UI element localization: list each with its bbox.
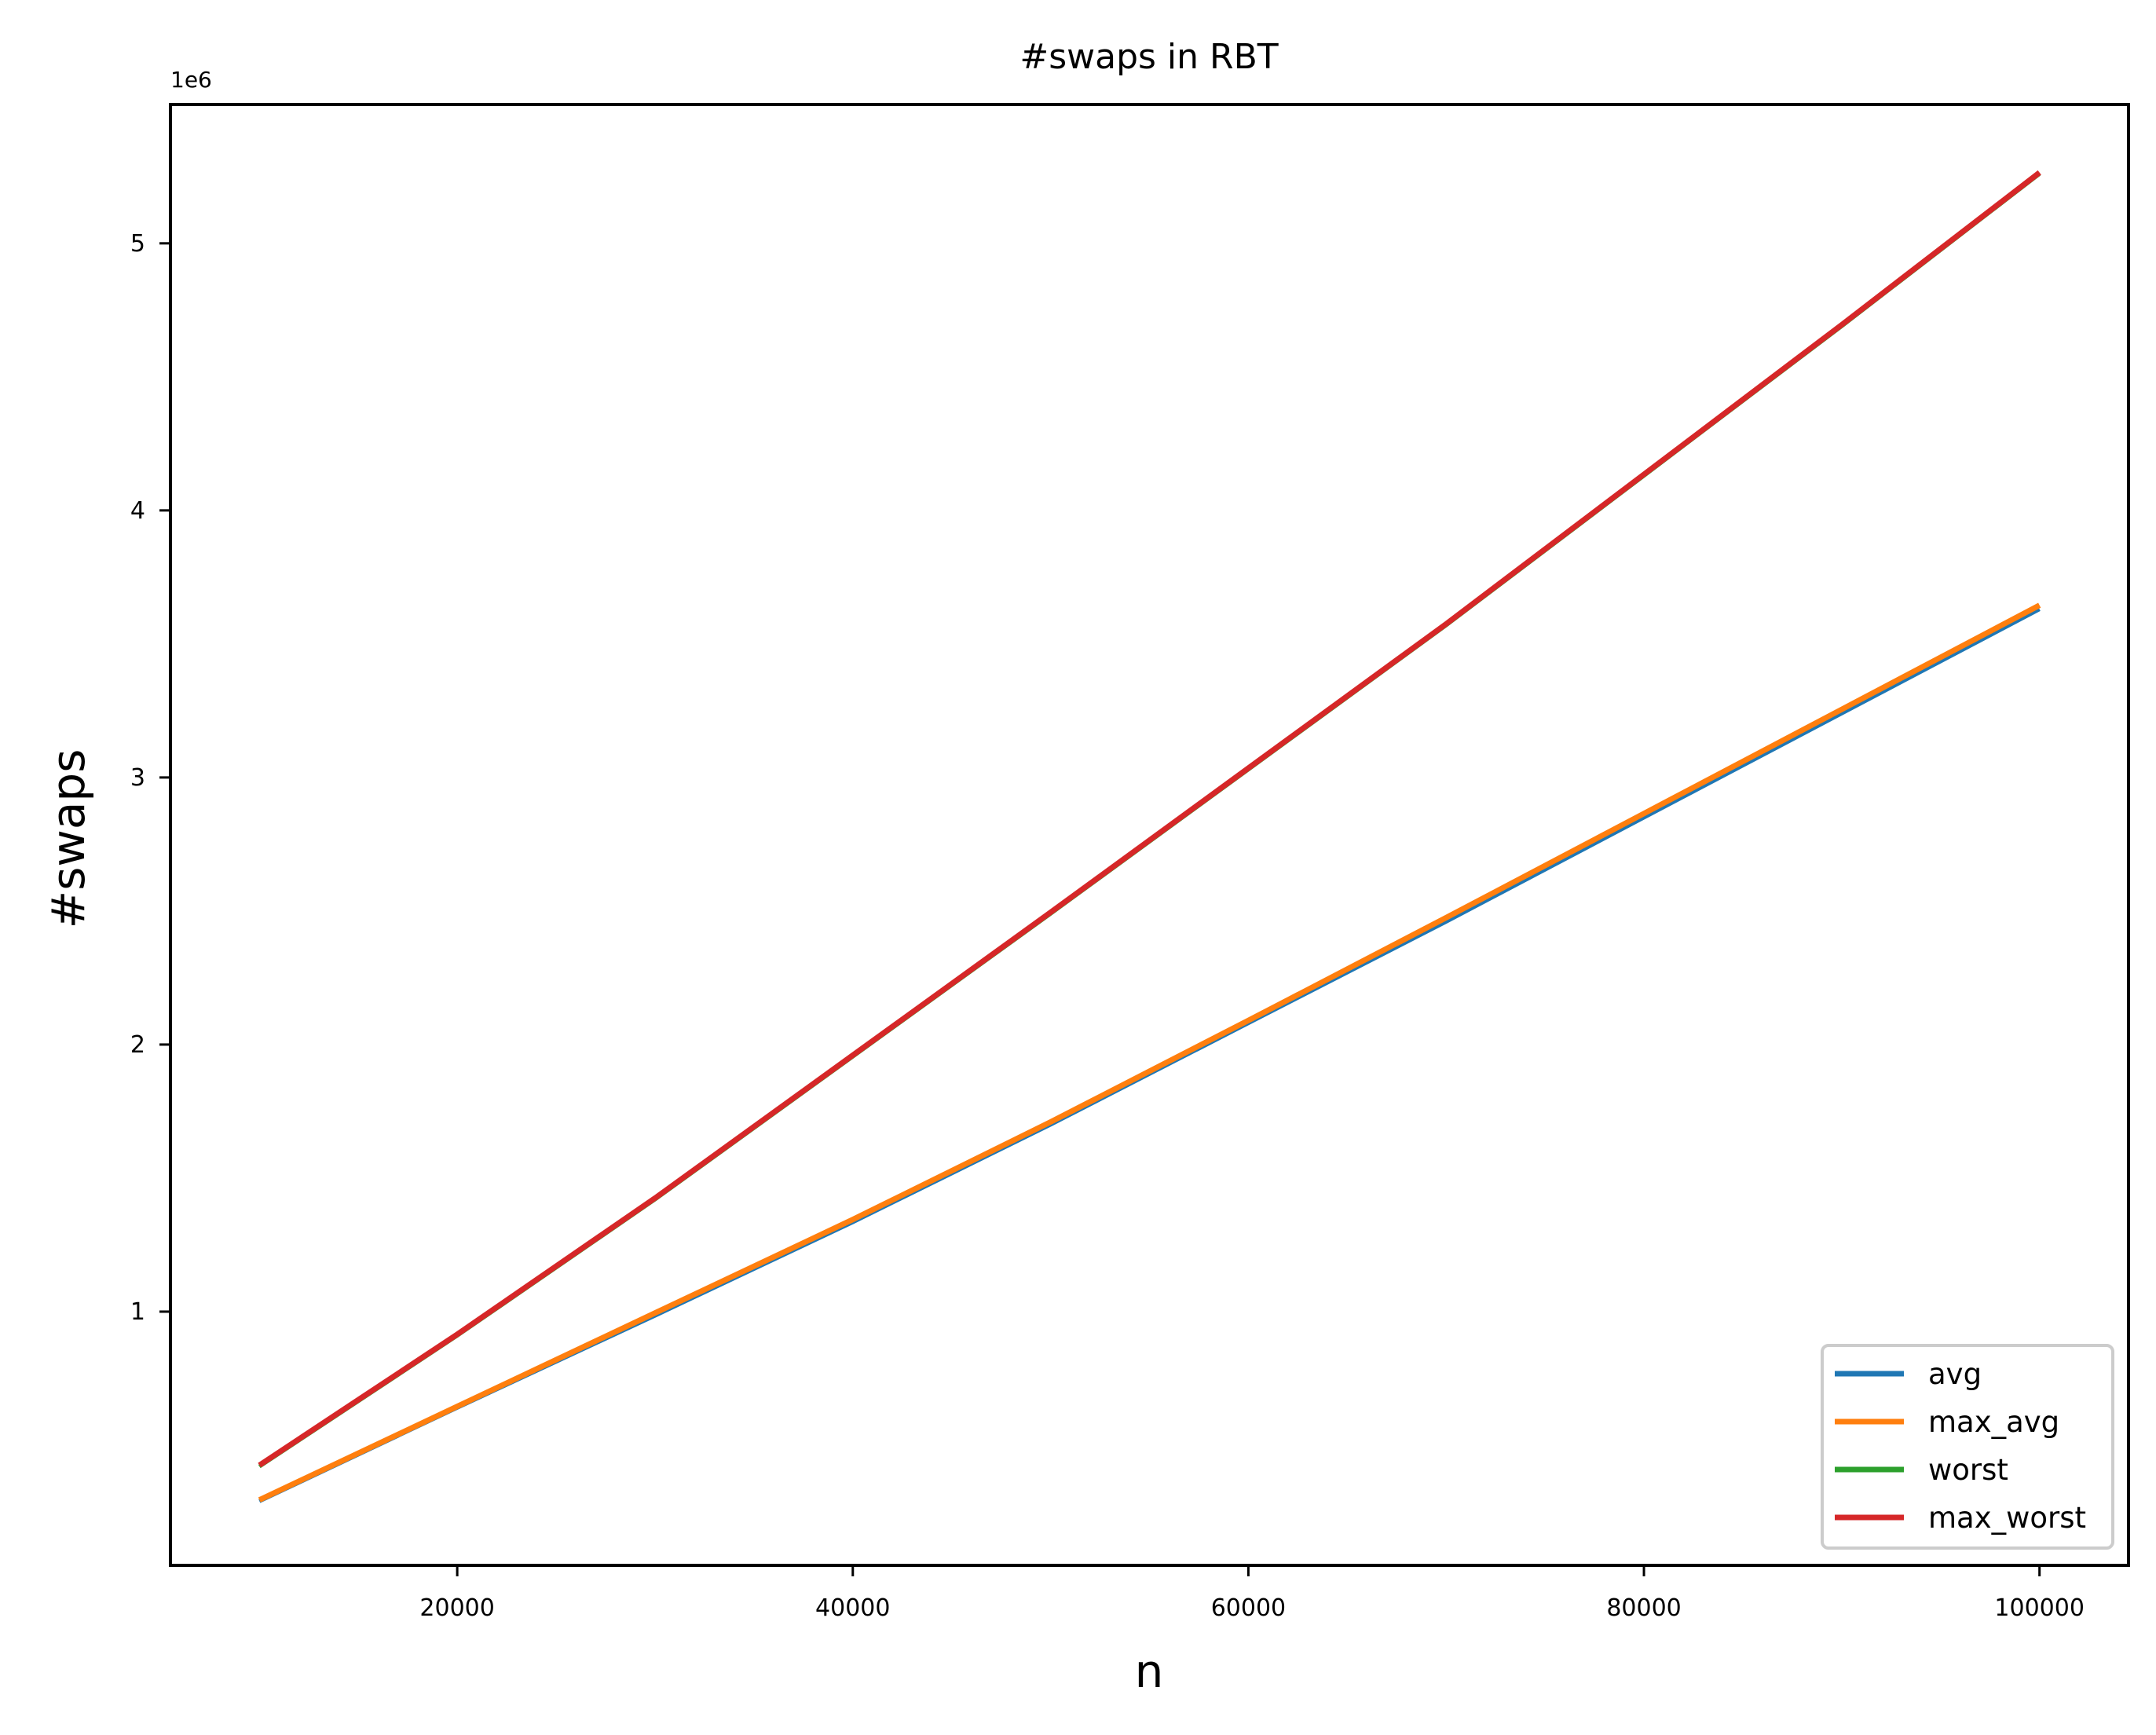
legend-label-avg: avg <box>1928 1357 1982 1391</box>
x-tick-label: 20000 <box>419 1594 494 1622</box>
y-axis-label: #swaps <box>42 749 95 929</box>
legend-box <box>1821 1344 2114 1550</box>
x-tick-label: 60000 <box>1211 1594 1286 1622</box>
x-tick-label: 40000 <box>815 1594 890 1622</box>
y-tick-label: 4 <box>130 497 145 525</box>
series-lines <box>258 170 2041 1503</box>
x-tick-label: 80000 <box>1606 1594 1681 1622</box>
y-tick-label: 5 <box>130 230 145 258</box>
series-line-max_worst <box>258 170 2041 1468</box>
legend-label-worst: worst <box>1928 1453 2008 1487</box>
x-tick-label: 100000 <box>1994 1594 2085 1622</box>
y-tick-label: 2 <box>130 1031 145 1059</box>
series-line-max_avg <box>258 602 2041 1503</box>
y-offset-label: 1e6 <box>170 67 212 93</box>
y-tick-label: 3 <box>130 764 145 792</box>
plot-frame <box>169 103 2130 1567</box>
x-axis-label: n <box>1135 1645 1164 1698</box>
legend-label-max_avg: max_avg <box>1928 1405 2059 1439</box>
chart-title: #swaps in RBT <box>1019 37 1278 77</box>
y-tick-label: 1 <box>130 1298 145 1326</box>
x-ticks: 20000 40000 60000 80000 100000 <box>419 1565 2085 1622</box>
legend-label-max_worst: max_worst <box>1928 1501 2086 1535</box>
y-ticks: 1 2 3 4 5 <box>130 230 170 1326</box>
